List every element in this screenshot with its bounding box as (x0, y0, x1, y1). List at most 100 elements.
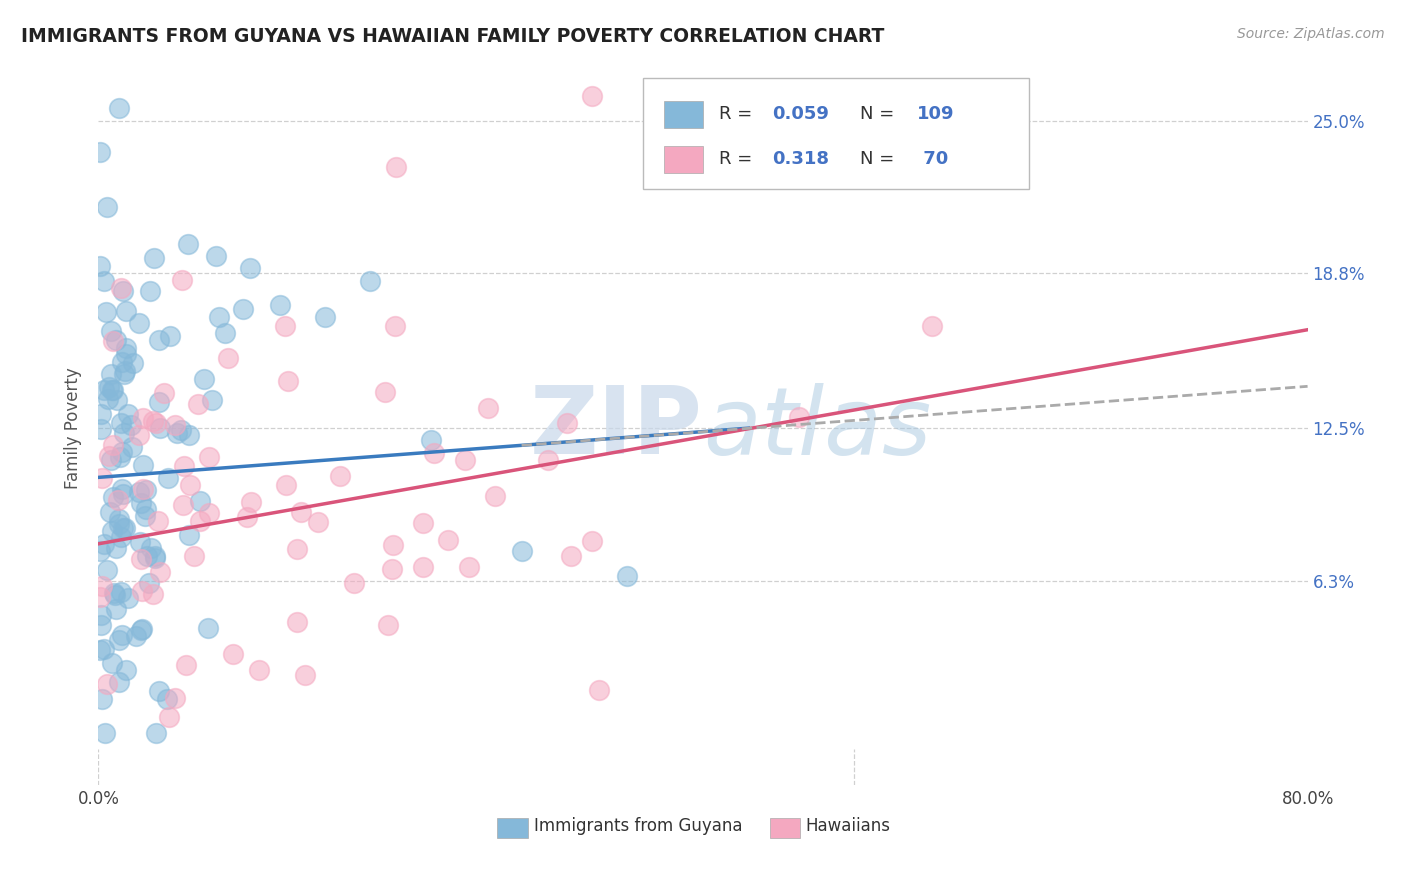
Point (307, 516, 329, 530)
Point (98, 505, 121, 519)
Point (208, 310, 231, 325)
Point (117, 407, 139, 421)
Point (142, 414, 165, 428)
Text: Source: ZipAtlas.com: Source: ZipAtlas.com (1237, 27, 1385, 41)
Bar (664, 146, 703, 173)
Point (239, 261, 262, 276)
Point (104, 588, 127, 602)
Point (128, 316, 150, 330)
Point (138, 576, 160, 591)
Point (454, 453, 477, 467)
Point (111, 355, 134, 369)
Text: ZIP: ZIP (530, 382, 703, 475)
Point (143, 551, 166, 566)
Y-axis label: Family Poverty: Family Poverty (65, 368, 83, 489)
Point (90, 607, 112, 622)
Point (107, 101, 129, 115)
Point (179, 477, 201, 491)
Text: N =: N = (860, 105, 900, 123)
Point (148, 333, 170, 347)
Point (91, 691, 114, 706)
Point (111, 521, 134, 535)
Point (115, 304, 138, 318)
Point (173, 458, 195, 473)
Point (117, 591, 139, 605)
Point (384, 160, 406, 174)
Text: 0.059: 0.059 (772, 105, 828, 123)
Text: N =: N = (860, 150, 900, 168)
Point (149, 421, 172, 435)
Point (146, 514, 169, 528)
Point (101, 438, 124, 452)
Point (412, 516, 434, 531)
Point (510, 544, 533, 558)
Point (285, 542, 308, 557)
Text: atlas: atlas (703, 383, 931, 474)
Point (129, 552, 152, 566)
Point (179, 528, 201, 542)
Point (205, 249, 228, 263)
Point (170, 273, 193, 287)
Point (560, 549, 582, 564)
Point (101, 383, 124, 397)
Point (555, 417, 578, 431)
Point (197, 507, 219, 521)
Point (197, 621, 219, 635)
Point (276, 477, 298, 491)
Point (132, 482, 155, 496)
Point (423, 445, 446, 459)
Point (89, 543, 111, 558)
Point (96, 677, 118, 691)
Point (382, 538, 405, 552)
Point (412, 560, 434, 574)
Point (217, 351, 239, 366)
Point (100, 367, 122, 381)
Point (115, 663, 138, 677)
Point (104, 541, 127, 555)
Text: Immigrants from Guyana: Immigrants from Guyana (534, 817, 742, 835)
Point (131, 584, 153, 599)
Point (96, 563, 118, 577)
Point (115, 341, 138, 355)
Point (101, 334, 124, 349)
Point (484, 489, 506, 503)
Point (420, 434, 443, 448)
Point (131, 623, 153, 637)
Point (236, 510, 259, 524)
Text: 70: 70 (917, 150, 948, 168)
Point (285, 615, 308, 629)
FancyBboxPatch shape (643, 78, 1029, 189)
Point (110, 416, 132, 430)
Point (201, 393, 224, 408)
Point (437, 533, 460, 548)
Point (581, 89, 603, 103)
Point (193, 372, 215, 386)
Point (343, 576, 366, 591)
Point (103, 586, 125, 600)
Point (165, 690, 187, 705)
Point (91, 579, 114, 593)
Point (787, 409, 810, 424)
Point (129, 496, 152, 510)
Point (96, 200, 118, 214)
Point (89, 145, 111, 160)
Text: Hawaiians: Hawaiians (806, 817, 891, 835)
Bar (498, 818, 529, 838)
Point (107, 633, 129, 648)
Point (93, 537, 115, 551)
Point (269, 298, 291, 312)
Point (112, 425, 135, 440)
Point (105, 602, 128, 616)
Point (93, 383, 115, 397)
Point (94, 726, 117, 740)
Point (101, 490, 124, 504)
Point (107, 492, 129, 507)
Point (132, 458, 155, 472)
Point (107, 674, 129, 689)
Point (537, 453, 560, 467)
Point (477, 401, 499, 415)
Point (90, 617, 112, 632)
Point (128, 428, 150, 442)
Point (156, 470, 179, 484)
Point (101, 656, 124, 670)
